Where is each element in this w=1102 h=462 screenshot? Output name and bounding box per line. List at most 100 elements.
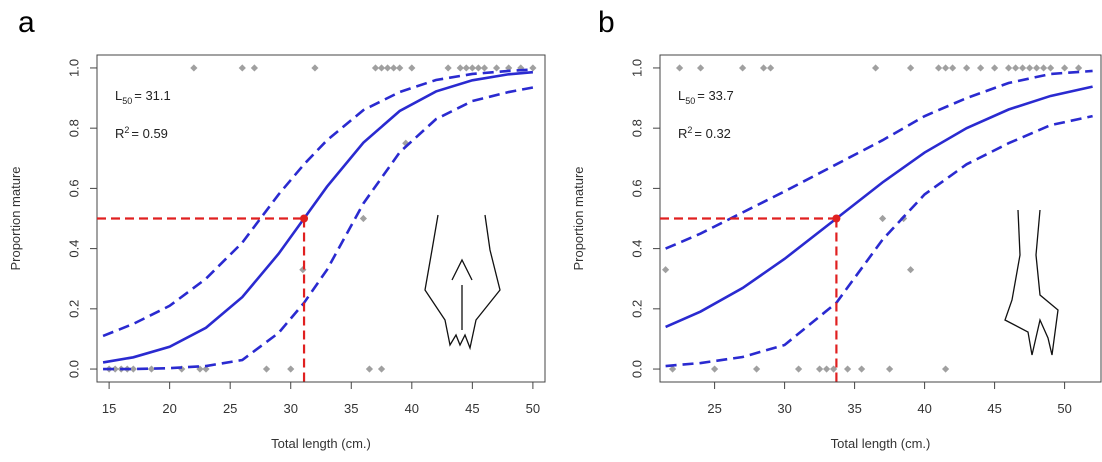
fitted-curve — [665, 85, 1093, 329]
y-tick-label: 0.8 — [629, 119, 644, 137]
data-point — [365, 365, 374, 373]
data-point — [505, 64, 513, 72]
y-tick-label: 0.4 — [66, 240, 81, 258]
x-tick-label: 45 — [987, 401, 1001, 416]
x-tick-label: 35 — [344, 401, 358, 416]
confidence-band — [665, 69, 1093, 250]
r2-value: = 0.59 — [131, 126, 168, 141]
data-point — [250, 64, 259, 72]
data-point — [1026, 64, 1034, 72]
y-tick-label: 0.0 — [629, 360, 644, 378]
data-point — [129, 365, 137, 373]
data-point — [408, 64, 416, 72]
confidence-band — [103, 86, 534, 371]
r2-symbol: R — [678, 126, 687, 141]
data-point — [238, 64, 246, 72]
y-tick-label: 0.6 — [66, 179, 81, 197]
data-point — [795, 365, 803, 373]
data-point — [1075, 64, 1083, 72]
data-point — [390, 64, 398, 72]
data-point — [111, 365, 119, 373]
data-point — [287, 365, 295, 373]
data-point — [907, 266, 915, 274]
y-tick-label: 0.2 — [629, 300, 644, 318]
data-point — [753, 365, 761, 373]
x-tick-label: 35 — [847, 401, 861, 416]
data-point — [1047, 64, 1055, 72]
l50-symbol: L — [678, 88, 685, 103]
y-tick-label: 1.0 — [629, 59, 644, 77]
data-point — [1012, 64, 1020, 72]
x-tick-label: 25 — [223, 401, 237, 416]
data-point — [1005, 64, 1013, 72]
x-tick-label: 30 — [283, 401, 297, 416]
data-point — [858, 365, 866, 373]
data-point — [262, 365, 271, 373]
data-point — [739, 64, 747, 72]
data-point — [377, 365, 386, 373]
data-point — [760, 64, 768, 72]
data-point — [935, 64, 943, 72]
r2-symbol: R — [115, 126, 124, 141]
x-tick-label: 50 — [526, 401, 540, 416]
data-point — [907, 64, 915, 72]
data-point — [462, 64, 470, 72]
data-point — [711, 365, 719, 373]
data-point — [977, 64, 985, 72]
l50-point — [832, 214, 841, 223]
x-axis-label: Total length (cm.) — [271, 436, 371, 451]
data-point — [1061, 64, 1069, 72]
r2-annotation: R2 = 0.59 — [115, 125, 168, 141]
x-tick-label: 30 — [777, 401, 791, 416]
l50-point — [300, 214, 309, 223]
y-axis-label: Proportion mature — [8, 166, 23, 270]
data-point — [949, 64, 957, 72]
data-point — [662, 266, 670, 274]
data-point — [1040, 64, 1048, 72]
data-point — [396, 64, 404, 72]
data-point — [359, 214, 367, 223]
data-point — [844, 365, 852, 373]
data-point — [377, 64, 386, 72]
y-tick-label: 0.6 — [629, 179, 644, 197]
data-point — [886, 365, 894, 373]
data-point — [697, 64, 705, 72]
x-tick-label: 20 — [162, 401, 176, 416]
x-tick-label: 50 — [1057, 401, 1071, 416]
y-tick-label: 0.8 — [66, 119, 81, 137]
y-tick-label: 0.0 — [66, 360, 81, 378]
panel-label: a — [18, 6, 35, 39]
confidence-band — [665, 114, 1093, 368]
data-point — [299, 266, 307, 274]
data-point — [444, 64, 452, 72]
r2-annotation: R2 = 0.32 — [678, 125, 731, 141]
data-point — [492, 64, 501, 72]
data-point — [311, 64, 319, 72]
r2-superscript: 2 — [124, 125, 129, 135]
r2-superscript: 2 — [687, 125, 692, 135]
l50-subscript: 50 — [122, 96, 132, 106]
data-point — [190, 64, 198, 72]
data-point — [456, 64, 464, 72]
data-point — [371, 64, 380, 72]
data-point — [147, 365, 156, 373]
l50-symbol: L — [115, 88, 122, 103]
data-point — [480, 64, 489, 72]
x-axis-label: Total length (cm.) — [831, 436, 931, 451]
confidence-band — [102, 68, 533, 338]
r2-value: = 0.32 — [694, 126, 731, 141]
data-point — [830, 365, 838, 373]
data-point — [872, 64, 880, 72]
data-point — [474, 64, 483, 72]
specimen-drawing — [424, 209, 1059, 356]
x-tick-label: 15 — [102, 401, 116, 416]
x-tick-label: 25 — [707, 401, 721, 416]
data-point — [991, 64, 999, 72]
data-point — [202, 365, 210, 373]
plot-frame — [96, 54, 546, 383]
y-axis-label: Proportion mature — [571, 166, 586, 270]
y-tick-label: 0.4 — [629, 240, 644, 258]
data-point — [963, 64, 971, 72]
data-point — [402, 139, 410, 147]
